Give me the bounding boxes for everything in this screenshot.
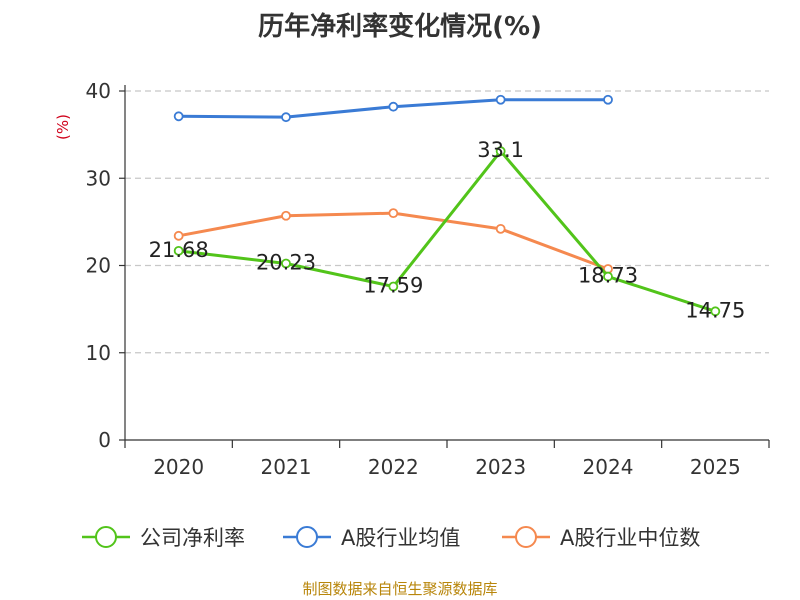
- y-tick-label-40: 40: [86, 79, 111, 103]
- data-label-2025: 14.75: [685, 298, 745, 322]
- legend[interactable]: 公司净利率 A股行业均值 A股行业中位数: [82, 526, 700, 550]
- x-tick-label-2021: 2021: [261, 455, 312, 479]
- series-2-point-2020[interactable]: [173, 230, 184, 241]
- series-0-line: [178, 149, 716, 313]
- x-tick-label-2022: 2022: [368, 455, 419, 479]
- legend-item-1[interactable]: A股行业均值: [283, 526, 460, 550]
- x-tick-label-2020: 2020: [153, 455, 204, 479]
- legend-label-1: A股行业均值: [341, 526, 460, 550]
- legend-item-0[interactable]: 公司净利率: [82, 526, 245, 550]
- legend-item-2[interactable]: A股行业中位数: [502, 526, 700, 550]
- series-0-point-2022[interactable]: [388, 281, 399, 292]
- data-label-layer: 21.68 20.23 17.59 33.1 18.73 14.75: [149, 138, 746, 322]
- series-0-point-2021[interactable]: [281, 258, 291, 269]
- series-0-point-2025[interactable]: [710, 306, 721, 317]
- y-tick-label-20: 20: [86, 254, 111, 278]
- data-label-2022: 17.59: [363, 274, 423, 298]
- data-label-2023: 33.1: [477, 138, 524, 162]
- data-label-2020: 21.68: [149, 238, 209, 262]
- source-note: 制图数据来自恒生聚源数据库: [302, 580, 498, 598]
- axis-layer: 0 10 20 30 40 2020 2021 2022 2023 2024 2025 (%): [54, 79, 770, 479]
- y-tick-label-30: 30: [86, 166, 111, 190]
- legend-label-2: A股行业中位数: [560, 526, 700, 550]
- series-2-point-2021[interactable]: [281, 210, 291, 221]
- series-2-line: [178, 211, 609, 271]
- series-1-point-2021[interactable]: [281, 112, 291, 123]
- series-2-point-2023[interactable]: [495, 223, 506, 234]
- series-0-point-2020[interactable]: [173, 245, 184, 256]
- x-tick-label-2024: 2024: [583, 455, 634, 479]
- grid-layer: [125, 90, 769, 354]
- series-layer: [173, 94, 721, 317]
- x-tick-label-2023: 2023: [475, 455, 526, 479]
- legend-swatch-marker-1: [296, 526, 318, 548]
- series-1-point-2022[interactable]: [388, 101, 399, 112]
- data-label-2021: 20.23: [256, 250, 316, 274]
- x-tick-label-2025: 2025: [690, 455, 741, 479]
- y-tick-label-10: 10: [86, 341, 111, 365]
- legend-swatch-marker-0: [95, 526, 117, 548]
- legend-swatch-marker-2: [515, 526, 537, 548]
- data-label-2024: 18.73: [578, 264, 638, 288]
- series-1-point-2023[interactable]: [495, 94, 506, 105]
- series-0-point-2024[interactable]: [603, 271, 613, 282]
- legend-label-0: 公司净利率: [140, 526, 245, 550]
- series-1-point-2020[interactable]: [173, 111, 184, 122]
- y-axis-unit-label: (%): [54, 114, 72, 140]
- series-1-point-2024[interactable]: [603, 94, 613, 105]
- series-0-point-2023[interactable]: [495, 146, 506, 157]
- series-2-point-2022[interactable]: [388, 208, 399, 219]
- chart-title: 历年净利率变化情况(%): [258, 12, 542, 42]
- y-tick-label-0: 0: [98, 428, 111, 452]
